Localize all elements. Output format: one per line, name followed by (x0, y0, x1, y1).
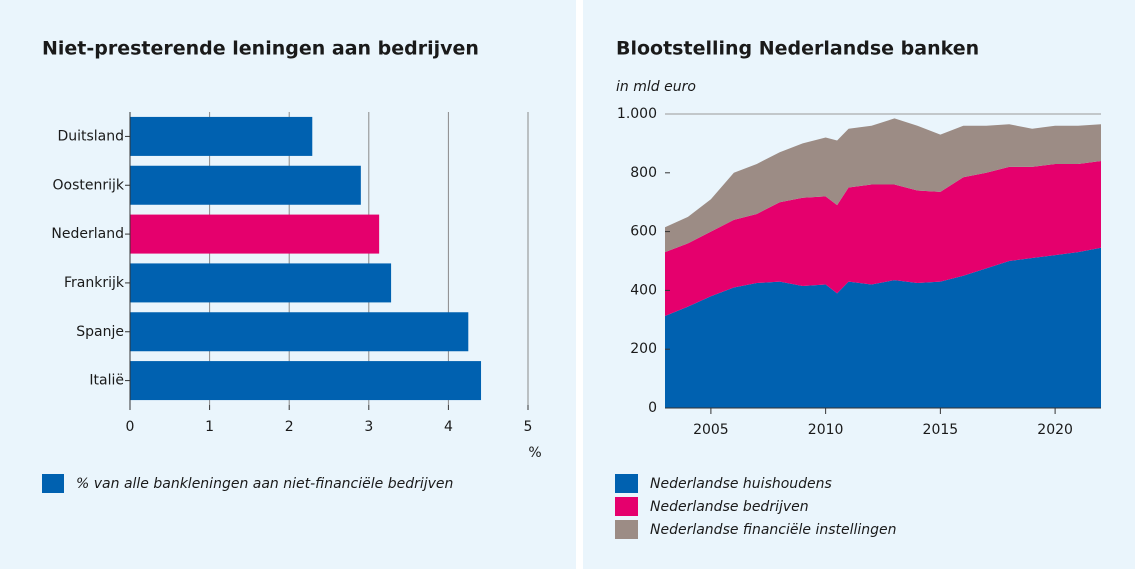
x-tick-label: 2020 (1037, 422, 1073, 438)
chart-title: Niet-presterende leningen aan bedrijven (42, 38, 479, 60)
y-tick-label: 1.000 (617, 106, 657, 122)
bar (130, 312, 469, 352)
y-tick-label: Nederland (51, 226, 124, 242)
subtitle: in mld euro (616, 79, 696, 95)
y-tick-label: 800 (630, 165, 657, 181)
legend-swatch (615, 497, 638, 516)
bar (130, 214, 380, 254)
legend-label: Nederlandse bedrijven (650, 499, 809, 515)
y-tick-label: 400 (630, 282, 657, 298)
y-tick-label: Frankrijk (64, 275, 125, 291)
legend-label: % van alle bankleningen aan niet-financi… (76, 476, 453, 492)
y-tick-label: 600 (630, 224, 657, 240)
bar (130, 263, 392, 303)
x-tick-label: 5 (524, 419, 533, 435)
x-tick-label: 0 (126, 419, 135, 435)
area (665, 118, 1101, 253)
chart-title: Blootstelling Nederlandse banken (616, 38, 979, 60)
legend-swatch (615, 474, 638, 493)
legend-swatch (615, 520, 638, 539)
x-tick-label: 4 (444, 419, 453, 435)
bar (130, 165, 361, 205)
x-axis-label: % (528, 445, 541, 461)
x-tick-label: 2 (285, 419, 294, 435)
x-tick-label: 1 (205, 419, 214, 435)
y-tick-label: Duitsland (57, 128, 124, 144)
x-tick-label: 2010 (808, 422, 844, 438)
x-tick-label: 2005 (693, 422, 729, 438)
legend-swatch (42, 474, 64, 493)
y-tick-label: Italië (89, 373, 124, 389)
y-tick-label: Oostenrijk (53, 177, 125, 193)
legend-label: Nederlandse huishoudens (650, 476, 832, 492)
x-tick-label: 2015 (923, 422, 959, 438)
y-tick-label: 200 (630, 341, 657, 357)
y-tick-label: 0 (648, 400, 657, 416)
area (665, 161, 1101, 316)
x-tick-label: 3 (364, 419, 373, 435)
legend-label: Nederlandse financiële instellingen (650, 522, 897, 538)
bar (130, 361, 482, 401)
area (665, 247, 1101, 408)
y-tick-label: Spanje (76, 324, 124, 340)
bar (130, 116, 313, 156)
